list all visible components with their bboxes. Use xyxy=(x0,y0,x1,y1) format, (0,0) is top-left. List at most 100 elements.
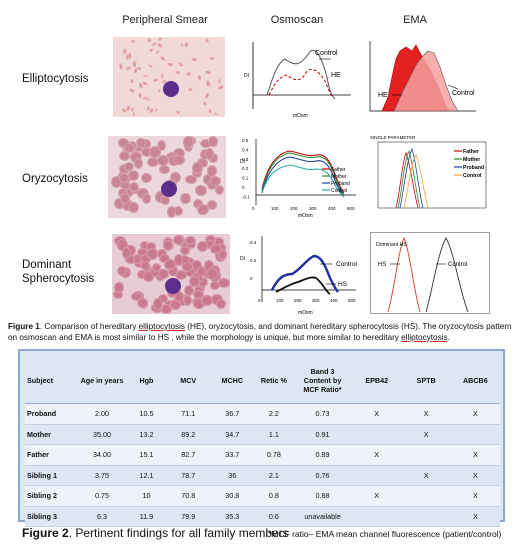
x-tick-label: 500 xyxy=(348,298,356,303)
red-blood-cell xyxy=(130,39,136,44)
red-blood-cell xyxy=(185,266,196,278)
red-blood-cell xyxy=(197,203,209,215)
red-blood-cell xyxy=(218,278,230,288)
red-blood-cell xyxy=(173,253,184,266)
red-blood-cell xyxy=(184,235,197,246)
red-blood-cell xyxy=(182,136,195,148)
red-blood-cell xyxy=(207,165,218,177)
red-blood-cell xyxy=(112,289,124,299)
table-cell: 0.91 xyxy=(293,424,352,445)
table-cell xyxy=(401,444,451,466)
control-curve xyxy=(270,254,339,293)
control-histogram xyxy=(393,50,459,112)
red-blood-cell xyxy=(133,157,144,170)
row-subject-cell: Sibling 3 xyxy=(25,506,78,527)
he-curve xyxy=(268,68,334,98)
white-blood-cell xyxy=(161,181,178,198)
red-blood-cell xyxy=(180,192,192,205)
he-label: HE xyxy=(331,72,341,79)
red-blood-cell xyxy=(180,42,184,48)
red-blood-cell xyxy=(110,176,123,188)
red-blood-cell xyxy=(123,48,127,54)
red-blood-cell xyxy=(191,57,197,61)
hs-label: HS xyxy=(338,281,348,288)
red-blood-cell xyxy=(127,170,140,182)
table-cell: X xyxy=(450,403,500,425)
red-blood-cell xyxy=(157,140,167,152)
table-cell: 2.00 xyxy=(77,403,127,425)
red-blood-cell xyxy=(191,162,203,174)
red-blood-cell xyxy=(119,180,131,191)
control-label: Control xyxy=(452,90,475,97)
red-blood-cell xyxy=(142,81,149,87)
ema2-title: SINGLE PARAMETER xyxy=(370,135,416,140)
red-blood-cell xyxy=(208,136,218,148)
red-blood-cell xyxy=(204,260,214,272)
red-blood-cell xyxy=(207,200,217,210)
table-cell: 82.7 xyxy=(166,444,210,466)
table-cell xyxy=(351,465,402,486)
table-cell: 2.2 xyxy=(254,403,294,425)
control-curve xyxy=(266,49,336,100)
table-cell: 12.1 xyxy=(126,465,167,486)
table-header-row: Subject Age in years Hgb MCV MCHC Retic … xyxy=(25,357,500,404)
plot-frame xyxy=(370,232,490,314)
red-blood-cell xyxy=(209,176,222,187)
red-blood-cell xyxy=(159,253,170,264)
red-blood-cell xyxy=(123,185,134,197)
table-cell: 71.1 xyxy=(166,403,210,425)
father-curve xyxy=(261,150,345,194)
x-tick-label: 100 xyxy=(276,298,284,303)
red-blood-cell xyxy=(146,156,159,168)
table-cell: 0.88 xyxy=(293,485,352,507)
red-blood-cell xyxy=(169,299,182,310)
red-blood-cell xyxy=(117,187,128,199)
header-peripheral-smear: Peripheral Smear xyxy=(122,14,208,26)
col-hgb: Hgb xyxy=(126,357,167,404)
hs-curve xyxy=(275,276,331,295)
red-blood-cell xyxy=(191,260,202,272)
table-cell xyxy=(351,506,402,527)
caption-part-3: (HE), oryzocytosis, and dominant heredit… xyxy=(8,322,512,342)
red-blood-cell xyxy=(137,248,149,259)
row-label-elliptocytosis: Elliptocytosis xyxy=(22,73,89,85)
red-blood-cell xyxy=(125,65,132,72)
red-blood-cell xyxy=(142,74,149,78)
red-blood-cell xyxy=(217,84,225,91)
white-blood-cell xyxy=(163,81,180,97)
red-blood-cell xyxy=(189,275,201,287)
red-blood-cell xyxy=(117,265,128,276)
table-cell: 36 xyxy=(210,465,255,486)
red-blood-cell xyxy=(139,253,151,265)
red-blood-cell xyxy=(148,145,161,158)
red-blood-cell xyxy=(217,248,228,260)
red-blood-cell xyxy=(125,254,137,264)
y-tick-label: 0 xyxy=(242,185,245,190)
row-subject-cell: Sibling 1 xyxy=(25,465,78,486)
table-cell: X xyxy=(401,403,451,425)
red-blood-cell xyxy=(132,62,137,68)
red-blood-cell xyxy=(166,206,176,218)
table-cell: 36.7 xyxy=(210,403,255,425)
red-blood-cell xyxy=(128,52,133,59)
red-blood-cell xyxy=(160,304,172,314)
proband-curve xyxy=(261,156,345,198)
he-label: HE xyxy=(378,92,388,99)
table-cell: 70.8 xyxy=(166,485,210,507)
red-blood-cell xyxy=(172,147,185,159)
red-blood-cell xyxy=(147,248,159,260)
table-cell: 89.2 xyxy=(166,424,210,445)
red-blood-cell xyxy=(185,71,191,76)
y-tick-label: -0.1 xyxy=(242,194,250,199)
y-tick-label: 0.4 xyxy=(242,147,249,152)
y-tick-label: 0.4 xyxy=(250,240,257,245)
smear-image-elliptocytosis xyxy=(113,37,225,117)
legend-control: Control xyxy=(331,188,347,194)
table-cell xyxy=(401,506,451,527)
red-blood-cell xyxy=(138,92,142,98)
red-blood-cell xyxy=(117,239,129,252)
red-blood-cell xyxy=(181,262,194,273)
row-label-oryzocytosis: Oryzocytosis xyxy=(22,173,88,185)
red-blood-cell xyxy=(119,63,124,70)
osmoscan-chart-oryzocytosis: 0.5 0.4 0.3 0.2 0.1 0 -0.1 0 100 200 300 400 500 Fa… xyxy=(240,138,356,219)
